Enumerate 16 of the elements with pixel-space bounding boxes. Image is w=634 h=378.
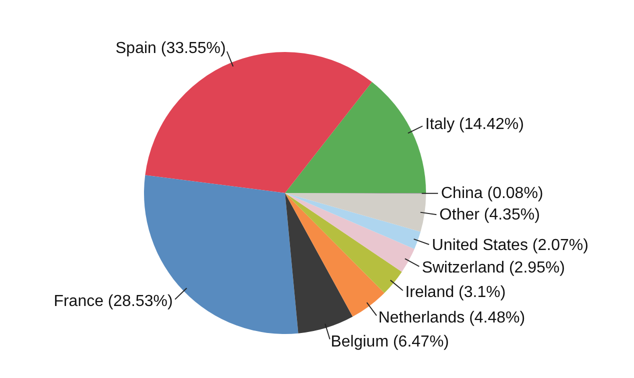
slice-label: France (28.53%) <box>54 292 173 310</box>
pie-slice <box>285 193 353 334</box>
slice-label: China (0.08%) <box>441 184 544 202</box>
pie-slice <box>285 193 414 272</box>
pie-slice <box>285 193 421 249</box>
slice-label: United States (2.07%) <box>432 237 588 254</box>
slice-label: Switzerland (2.95%) <box>422 259 565 276</box>
slice-label: Other (4.35%) <box>439 206 540 224</box>
pie-slice <box>285 193 426 232</box>
pie-slice <box>285 82 426 193</box>
slice-label: Spain (33.55%) <box>116 40 226 58</box>
slice-label: Netherlands (4.48%) <box>378 309 526 326</box>
pie-slice <box>285 193 402 294</box>
slice-label: Ireland (3.1%) <box>405 284 506 301</box>
slice-label: Belgium (6.47%) <box>330 334 450 351</box>
slice-label: Italy (14.42%) <box>425 116 524 134</box>
